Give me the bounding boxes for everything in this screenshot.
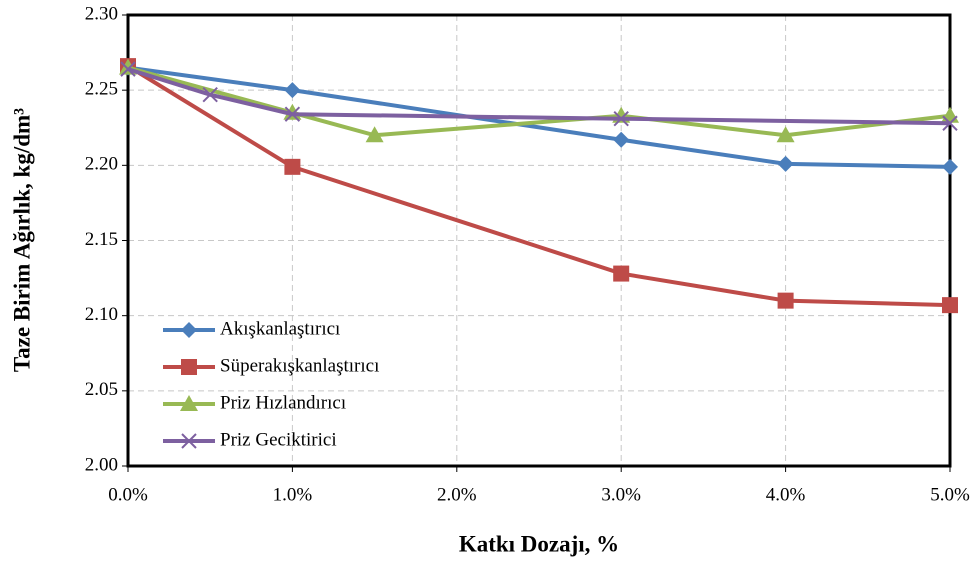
x-tick-label: 3.0% [601,484,641,505]
marker [365,126,384,143]
marker [181,433,197,449]
marker [181,359,197,375]
marker [284,158,301,175]
y-tick-label: 2.20 [85,154,118,175]
marker [777,292,794,309]
marker [613,265,630,282]
legend-label: Priz Geciktirici [220,429,337,450]
marker [120,61,136,77]
plot-frame [126,13,952,468]
marker [180,395,198,411]
marker [613,131,630,148]
x-axis-title: Katkı Dozajı, % [459,531,619,556]
marker [777,155,794,172]
marker [613,111,629,127]
marker [202,86,218,103]
marker [776,126,795,143]
y-tick-label: 2.05 [85,379,118,400]
x-tick-label: 1.0% [273,484,313,505]
x-tick-label: 4.0% [766,484,806,505]
marker [942,158,958,175]
x-tick-label: 0.0% [108,484,148,505]
legend-label: Akışkanlaştırıcı [220,318,340,339]
marker [942,297,958,314]
x-tick-label: 2.0% [437,484,477,505]
marker [181,322,197,338]
y-tick-label: 2.25 [85,79,118,100]
marker [942,115,958,131]
y-tick-label: 2.10 [85,304,118,325]
y-tick-label: 2.15 [85,229,118,250]
y-tick-label: 2.00 [85,454,118,475]
marker [284,106,301,122]
legend-label: Priz Hızlandırıcı [220,392,346,413]
marker [284,82,301,99]
x-tick-label: 5.0% [930,484,970,505]
legend-label: Süperakışkanlaştırıcı [220,355,379,376]
y-tick-label: 2.30 [85,3,118,24]
y-axis-title: Taze Birim Ağırlık, kg/dm³ [9,108,34,372]
series-line [127,65,951,138]
